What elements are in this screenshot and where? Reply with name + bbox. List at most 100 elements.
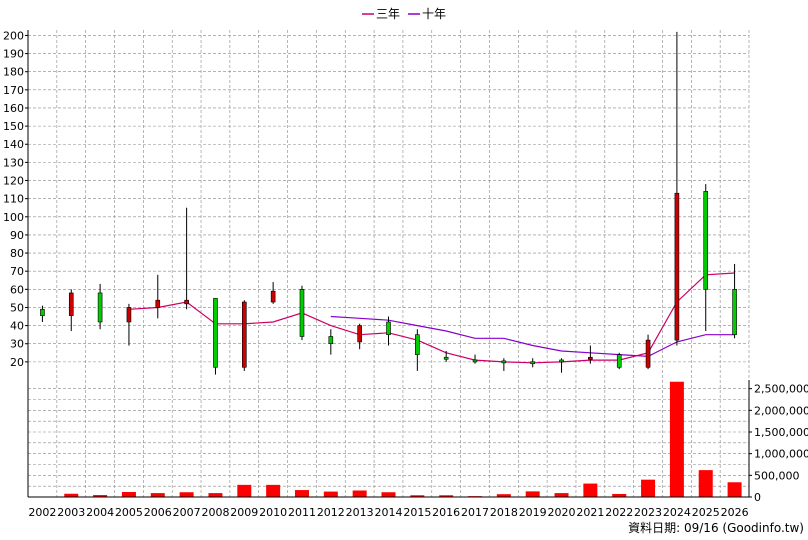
candle-2015	[415, 329, 420, 371]
volume-bar-2016	[439, 495, 454, 497]
year-tick-label: 2019	[519, 506, 547, 519]
volume-bar-2021	[583, 483, 598, 497]
candle-2024	[674, 31, 680, 346]
candle-2013	[357, 323, 362, 350]
price-tick-label: 120	[3, 175, 24, 188]
candle-2021	[588, 345, 593, 364]
candle-body	[674, 192, 680, 341]
volume-tick-label: 0	[754, 491, 761, 504]
volume-bar-2022	[612, 493, 627, 497]
candle-body	[501, 360, 507, 364]
candle-body	[386, 321, 391, 335]
volume-bar-2007	[179, 492, 194, 497]
price-tick-label: 50	[10, 301, 24, 314]
year-tick-label: 2011	[288, 506, 316, 519]
year-tick-label: 2013	[346, 506, 374, 519]
volume-bar-2018	[496, 494, 511, 497]
volume-bar-2013	[352, 490, 367, 497]
candle-2026	[732, 263, 737, 339]
year-tick-label: 2022	[605, 506, 633, 519]
candle-body	[270, 290, 276, 303]
candle-body	[443, 356, 449, 360]
legend-label-three-year: 三年	[376, 7, 400, 21]
candle-2018	[501, 358, 507, 371]
volume-bar-2020	[554, 493, 569, 497]
year-tick-label: 2016	[432, 506, 460, 519]
price-tick-label: 140	[3, 138, 24, 151]
moving-average-lines	[128, 272, 735, 364]
candle-2017	[472, 354, 478, 364]
volume-bar-2009	[237, 484, 252, 497]
price-tick-label: 170	[3, 84, 24, 97]
candle-body	[357, 325, 362, 343]
price-tick-label: 70	[10, 265, 24, 278]
candle-body	[530, 361, 536, 365]
price-tick-label: 110	[3, 193, 24, 206]
volume-bar-2025	[698, 470, 713, 497]
price-tick-label: 30	[10, 338, 24, 351]
volume-tick-label: 500,000	[754, 469, 800, 482]
candle-body	[645, 339, 651, 368]
year-tick-label: 2014	[375, 506, 403, 519]
volume-tick-label: 1,500,000	[754, 426, 808, 439]
year-tick-label: 2009	[230, 506, 258, 519]
candle-body	[68, 292, 74, 316]
price-tick-label: 40	[10, 320, 24, 333]
candle-body	[242, 301, 247, 368]
candle-2010	[270, 282, 276, 304]
year-tick-label: 2021	[576, 506, 604, 519]
candle-body	[155, 299, 161, 308]
legend: 三年 十年	[362, 7, 446, 21]
price-tick-label: 160	[3, 102, 24, 115]
ten-year-line	[330, 315, 735, 358]
source-text: 資料日期: 09/16 (Goodinfo.tw)	[628, 521, 804, 535]
candle-2005	[126, 303, 132, 346]
candle-body	[97, 292, 103, 323]
year-tick-label: 2017	[461, 506, 489, 519]
price-tick-label: 150	[3, 120, 24, 133]
price-tick-label: 20	[10, 356, 24, 369]
volume-bar-2019	[525, 491, 540, 497]
candle-body	[184, 299, 189, 305]
candle-2016	[443, 350, 449, 362]
price-tick-label: 90	[10, 229, 24, 242]
candle-2020	[559, 358, 564, 373]
year-tick-label: 2024	[663, 506, 691, 519]
candle-body	[328, 336, 334, 345]
price-tick-label: 60	[10, 283, 24, 296]
year-tick-label: 2004	[86, 506, 114, 519]
candle-body	[299, 289, 305, 337]
volume-tick-label: 2,000,000	[754, 404, 808, 417]
year-tick-label: 2020	[548, 506, 576, 519]
year-tick-label: 2012	[317, 506, 345, 519]
price-tick-label: 200	[3, 29, 24, 42]
volume-bar-2003	[64, 493, 79, 497]
year-tick-label: 2003	[57, 506, 85, 519]
year-tick-label: 2007	[173, 506, 201, 519]
candle-2003	[68, 289, 74, 332]
candle-2019	[530, 358, 536, 368]
candle-2025	[703, 184, 709, 332]
price-tick-label: 180	[3, 66, 24, 79]
price-tick-label: 80	[10, 247, 24, 260]
candle-2008	[213, 298, 218, 375]
candles	[40, 31, 737, 375]
year-tick-label: 2005	[115, 506, 143, 519]
candle-body	[616, 354, 622, 368]
volume-bar-2010	[266, 484, 281, 497]
volume-bar-2024	[669, 381, 684, 497]
candle-2014	[386, 316, 391, 346]
year-tick-label: 2010	[259, 506, 287, 519]
candle-2002	[40, 305, 45, 322]
candle-body	[213, 298, 218, 368]
volume-bars	[35, 381, 742, 497]
year-tick-label: 2006	[144, 506, 172, 519]
volume-bar-2023	[641, 479, 656, 497]
volume-bar-2014	[381, 492, 396, 497]
volume-tick-label: 1,000,000	[754, 448, 808, 461]
year-tick-label: 2008	[201, 506, 229, 519]
volume-bar-2012	[323, 491, 338, 497]
candle-2011	[299, 285, 305, 341]
volume-bar-2008	[208, 493, 223, 497]
legend-label-ten-year: 十年	[422, 7, 446, 21]
